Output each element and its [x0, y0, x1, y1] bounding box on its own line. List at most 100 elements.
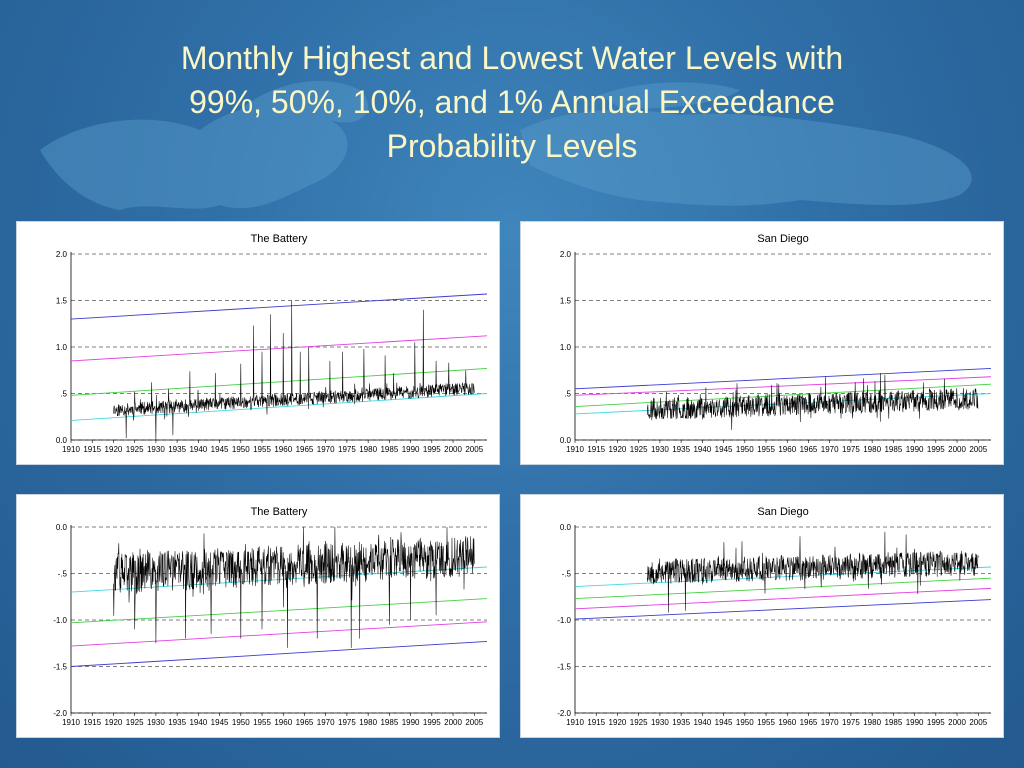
y-tick-label: 0.0	[560, 436, 572, 445]
chart-panel-battery-high: The Battery 2.0 1.5 1.0 .5 0.0 1910 1915 1920 192…	[16, 221, 500, 465]
x-tick-label: 1910	[566, 718, 584, 727]
x-tick-label: 1995	[927, 718, 945, 727]
y-tick-label: 0.0	[56, 436, 68, 445]
x-tick-label: 1915	[83, 718, 101, 727]
x-tick-label: 2000	[948, 445, 966, 454]
x-tick-label: 1965	[800, 718, 818, 727]
exceedance-line-1pct	[70, 293, 488, 320]
x-tick-label: 1960	[778, 445, 796, 454]
x-tick-label: 1980	[359, 445, 377, 454]
x-tick-label: 1910	[62, 445, 80, 454]
x-tick-label: 1955	[757, 718, 775, 727]
x-tick-label: 1955	[757, 445, 775, 454]
x-tick-label: 1970	[317, 718, 335, 727]
exceedance-line-10pct	[574, 587, 992, 610]
x-tick-label: 1945	[715, 718, 733, 727]
x-tick-label: 1920	[609, 445, 627, 454]
exceedance-line-1pct	[574, 599, 992, 620]
title-line-1: Monthly Highest and Lowest Water Levels …	[180, 40, 844, 76]
x-tick-label: 1980	[863, 445, 881, 454]
chart-panel-battery-low: The Battery 0.0 -.5 -1.0 -1.5 -2.0 1910 1915 192…	[16, 494, 500, 738]
title-line-3: Probability Levels	[386, 128, 638, 164]
x-tick-label: 1915	[587, 718, 605, 727]
chart-title: San Diego	[757, 506, 808, 518]
x-tick-label: 1920	[609, 718, 627, 727]
water-level-series	[113, 300, 475, 441]
x-tick-label: 1925	[126, 445, 144, 454]
x-tick-label: 1950	[232, 718, 250, 727]
x-tick-label: 1960	[778, 718, 796, 727]
y-tick-label: 0.0	[56, 523, 68, 532]
chart-panel-sandiego-high: San Diego 2.0 1.5 1.0.5 0.0 1910 1915 1920 1925 1…	[520, 221, 1004, 465]
y-tick-label: -2.0	[53, 709, 67, 718]
x-tick-label: 1985	[380, 718, 398, 727]
x-tick-label: 1950	[736, 445, 754, 454]
title-line-2: 99%, 50%, 10%, and 1% Annual Exceedance	[189, 84, 835, 120]
x-tick-label: 2000	[444, 718, 462, 727]
x-tick-label: 1930	[147, 718, 165, 727]
exceedance-line-1pct	[574, 367, 992, 390]
y-tick-label: .5	[60, 390, 67, 399]
y-tick-label: -.5	[562, 570, 572, 579]
x-tick-label: 1965	[296, 445, 314, 454]
x-tick-label: 1990	[402, 445, 420, 454]
x-tick-label: 2000	[444, 445, 462, 454]
y-tick-label: -1.0	[53, 616, 67, 625]
x-tick-label: 1985	[884, 718, 902, 727]
y-tick-label: 1.0	[56, 343, 68, 352]
x-tick-label: 1995	[423, 445, 441, 454]
x-tick-label: 1925	[630, 718, 648, 727]
y-tick-label: 1.5	[560, 297, 572, 306]
x-tick-label: 1915	[83, 445, 101, 454]
chart-title: The Battery	[251, 233, 308, 245]
y-tick-label: 0.0	[560, 523, 572, 532]
x-tick-label: 1960	[274, 718, 292, 727]
x-tick-label: 1985	[380, 445, 398, 454]
chart-title: San Diego	[757, 233, 808, 245]
exceedance-line-50pct	[574, 383, 992, 407]
y-tick-label: -1.0	[557, 616, 571, 625]
x-tick-label: 1935	[672, 718, 690, 727]
y-tick-label: 2.0	[56, 250, 68, 259]
chart-title: The Battery	[251, 506, 308, 518]
x-tick-label: 1980	[359, 718, 377, 727]
y-tick-label: 1.0	[560, 343, 572, 352]
water-level-series	[646, 372, 979, 430]
x-tick-label: 1940	[189, 718, 207, 727]
water-level-series	[646, 531, 979, 613]
x-tick-label: 1975	[338, 718, 356, 727]
x-tick-label: 1935	[672, 445, 690, 454]
exceedance-line-1pct	[70, 640, 488, 667]
x-tick-label: 1925	[630, 445, 648, 454]
x-tick-label: 1995	[423, 718, 441, 727]
x-tick-label: 1990	[402, 718, 420, 727]
y-tick-label: -.5	[58, 570, 68, 579]
x-tick-label: 1950	[232, 445, 250, 454]
exceedance-line-50pct	[70, 598, 488, 624]
x-tick-label: 1910	[566, 445, 584, 454]
exceedance-line-10pct	[574, 376, 992, 396]
y-tick-label: -1.5	[53, 663, 67, 672]
x-tick-label: 1935	[168, 445, 186, 454]
x-tick-label: 2005	[465, 445, 483, 454]
x-tick-label: 1980	[863, 718, 881, 727]
x-tick-label: 1955	[253, 718, 271, 727]
x-tick-label: 1965	[800, 445, 818, 454]
x-tick-label: 1925	[126, 718, 144, 727]
x-tick-label: 1970	[317, 445, 335, 454]
x-tick-label: 2005	[969, 718, 987, 727]
x-tick-label: 1965	[296, 718, 314, 727]
x-tick-label: 1935	[168, 718, 186, 727]
y-tick-label: 2.0	[560, 250, 572, 259]
x-tick-label: 1985	[884, 445, 902, 454]
y-tick-label: -1.5	[557, 663, 571, 672]
x-tick-label: 1975	[842, 445, 860, 454]
x-tick-label: 1940	[693, 445, 711, 454]
x-tick-label: 1930	[651, 445, 669, 454]
y-tick-label: -2.0	[557, 709, 571, 718]
